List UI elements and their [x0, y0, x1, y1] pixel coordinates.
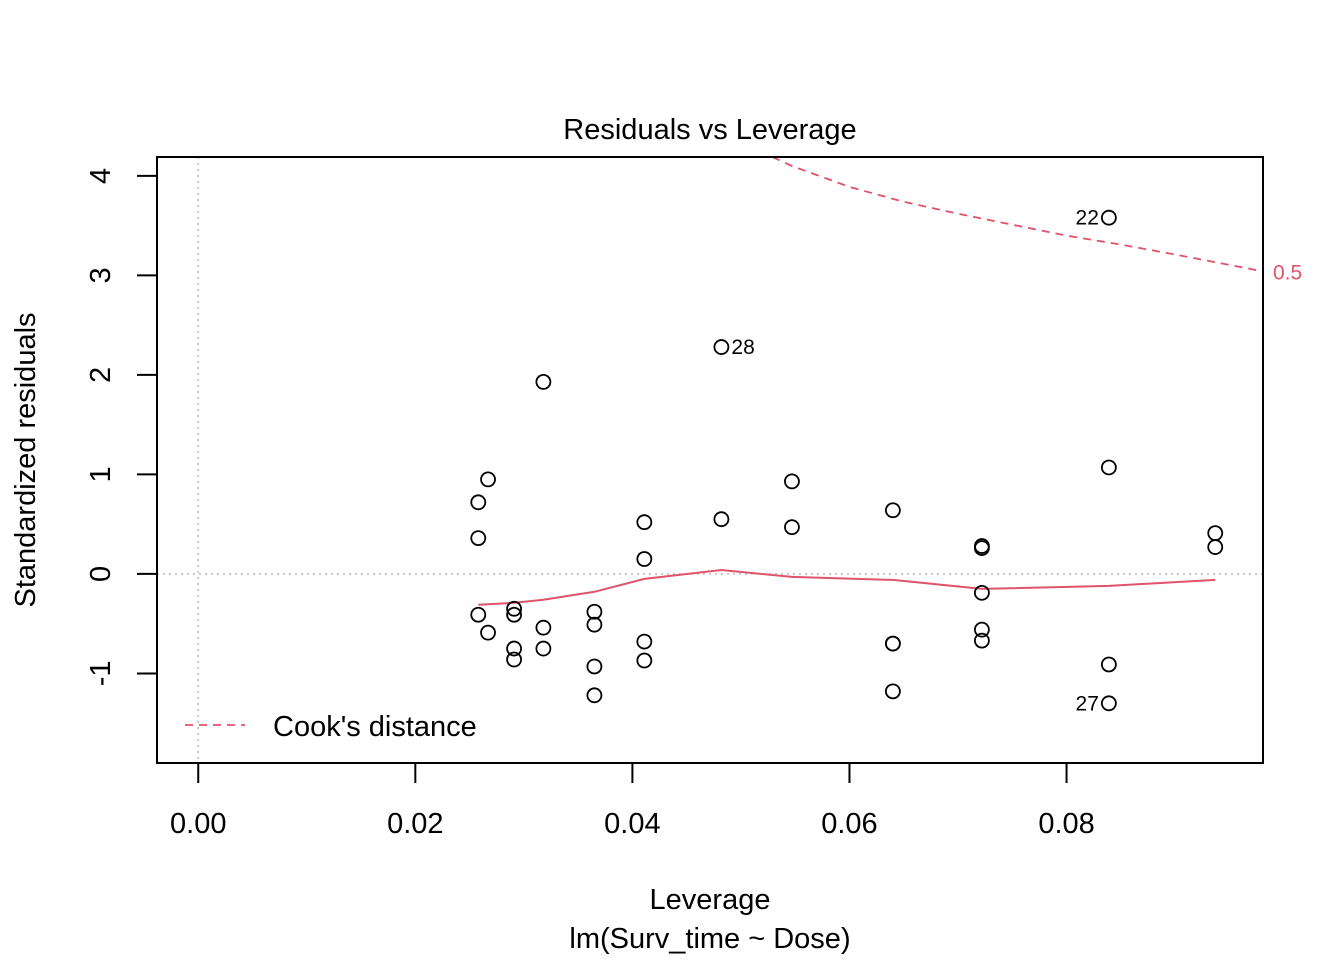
x-tick-label: 0.06	[821, 808, 877, 840]
legend-cooks-label: Cook's distance	[273, 711, 477, 743]
data-point	[636, 633, 653, 650]
data-point	[713, 511, 730, 528]
data-point	[636, 551, 653, 567]
x-tick-label: 0.00	[170, 808, 226, 840]
data-point	[535, 640, 552, 657]
x-axis-subtitle: lm(Surv_time ~ Dose)	[569, 923, 850, 955]
data-point	[784, 519, 800, 536]
legend: Cook's distance	[185, 711, 477, 743]
data-point	[1100, 459, 1117, 476]
data-point	[506, 606, 522, 623]
data-point	[973, 632, 990, 649]
data-point	[1100, 209, 1117, 226]
data-point	[973, 621, 990, 638]
data-point	[1207, 525, 1224, 542]
data-point	[636, 652, 653, 669]
point-label-28: 28	[731, 336, 754, 359]
data-point	[506, 640, 522, 657]
x-tick-label: 0.04	[604, 808, 660, 840]
data-point	[973, 584, 990, 601]
y-tick-label: 2	[85, 367, 117, 383]
data-point	[1207, 539, 1224, 555]
point-label-27: 27	[1076, 692, 1099, 715]
x-tick-label: 0.08	[1038, 808, 1094, 840]
data-point	[506, 600, 522, 617]
data-point	[535, 619, 552, 636]
data-point	[470, 530, 487, 547]
data-point	[480, 624, 496, 641]
data-point	[1100, 656, 1117, 673]
data-point	[470, 606, 487, 623]
point-label-22: 22	[1076, 207, 1099, 230]
y-tick-label: 3	[85, 267, 117, 283]
data-point	[884, 635, 901, 652]
data-point	[884, 683, 901, 700]
y-axis: -1 0 1 2 3 4	[85, 168, 158, 687]
plot-area: 0.5 28 22 27 0.00 0.02 0.04 0.06 0.08 -1 0 1 2 3 4 Cook…	[85, 156, 1302, 840]
y-tick-label: -1	[85, 661, 117, 687]
plot-border	[156, 156, 1264, 764]
x-axis: 0.00 0.02 0.04 0.06 0.08	[170, 762, 1095, 840]
x-axis-label: Leverage	[650, 884, 771, 916]
cooks-distance-contour	[772, 157, 1263, 273]
data-point	[784, 473, 800, 490]
data-point	[1100, 695, 1117, 712]
data-point	[636, 514, 653, 531]
data-point	[713, 339, 730, 355]
data-point	[506, 651, 522, 668]
data-point	[480, 471, 496, 488]
data-point	[884, 502, 901, 519]
data-point	[586, 616, 603, 633]
y-tick-label: 1	[85, 466, 117, 482]
data-point	[535, 373, 552, 390]
data-point	[586, 603, 603, 620]
smoother-line	[478, 568, 1216, 606]
data-point	[586, 658, 603, 675]
cooks-contour-level-label: 0.5	[1273, 261, 1302, 284]
chart-title: Residuals vs Leverage	[563, 114, 856, 146]
y-tick-label: 4	[85, 168, 117, 184]
y-axis-label: Standardized residuals	[10, 312, 42, 607]
data-point	[586, 687, 603, 704]
data-point	[470, 494, 487, 511]
x-tick-label: 0.02	[387, 808, 443, 840]
data-point	[973, 540, 990, 556]
y-tick-label: 0	[85, 566, 117, 582]
